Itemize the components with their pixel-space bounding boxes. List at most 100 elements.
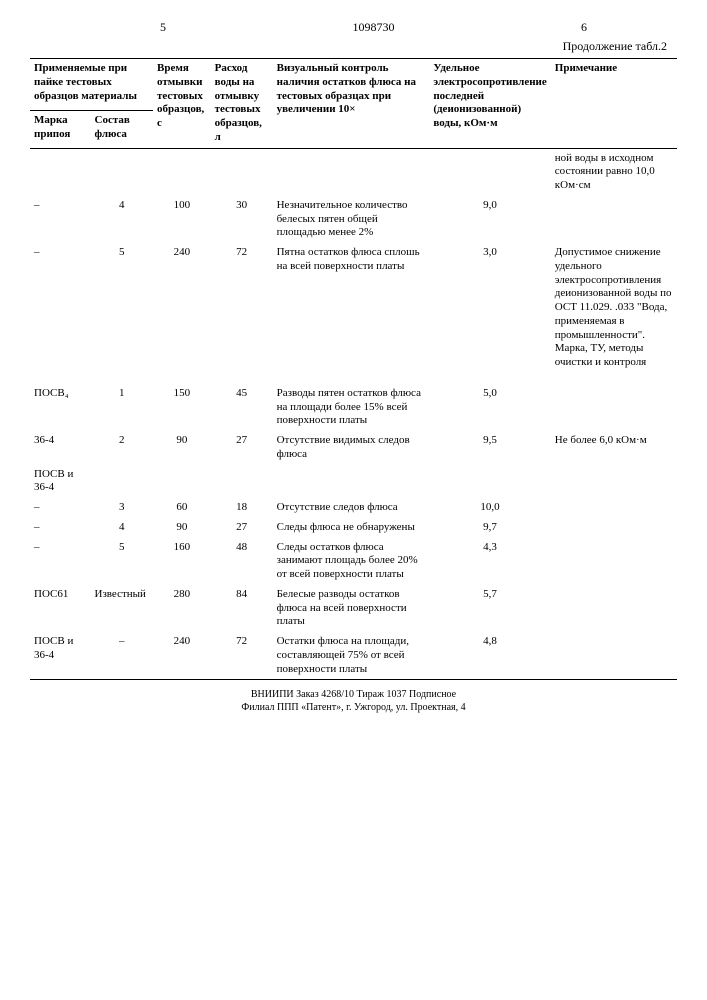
column-header-udelnoe: Удельное электросопротивление последней … <box>429 59 550 149</box>
table-row: ПОС61 Известный 280 84 Белесые разводы о… <box>30 585 677 632</box>
cell-sostav <box>91 465 154 499</box>
cell-udel: 10,0 <box>429 498 550 518</box>
cell-rashod: 48 <box>211 538 273 585</box>
table-continuation-label: Продолжение табл.2 <box>30 39 667 54</box>
cell-udel: 5,0 <box>429 373 550 431</box>
cell-udel: 4,3 <box>429 538 550 585</box>
cell-rashod <box>211 465 273 499</box>
table-row: ной воды в исходном состоянии равно 10,0… <box>30 148 677 196</box>
table-row: ПОСВ и 36-4 – 240 72 Остатки флюса на пл… <box>30 632 677 680</box>
cell-prim: ной воды в исходном состоянии равно 10,0… <box>551 148 677 196</box>
column-header-materials: Применяемые при пайке тестовых образцов … <box>30 59 153 111</box>
cell-prim <box>551 498 677 518</box>
column-header-vizual: Визуальный контроль наличия остатков флю… <box>273 59 430 149</box>
table-row: – 3 60 18 Отсутствие следов флюса 10,0 <box>30 498 677 518</box>
column-header-sostav: Состав флюса <box>91 111 154 148</box>
table-body: ной воды в исходном состоянии равно 10,0… <box>30 148 677 680</box>
cell-vremya: 280 <box>153 585 211 632</box>
cell-vremya <box>153 148 211 196</box>
cell-rashod: 30 <box>211 196 273 243</box>
cell-vremya: 150 <box>153 373 211 431</box>
cell-vizual: Следы флюса не обнаружены <box>273 518 430 538</box>
cell-prim <box>551 465 677 499</box>
cell-marka: – <box>30 243 91 373</box>
column-header-marka: Марка припоя <box>30 111 91 148</box>
cell-vizual: Белесые разводы остатков флюса на всей п… <box>273 585 430 632</box>
cell-prim <box>551 585 677 632</box>
cell-marka: ПОСВ и 36-4 <box>30 465 91 499</box>
footer-line1: ВНИИПИ Заказ 4268/10 Тираж 1037 Подписно… <box>30 688 677 701</box>
cell-vizual: Отсутствие видимых следов флюса <box>273 431 430 465</box>
page-number-left: 5 <box>160 20 166 35</box>
table-row: – 4 90 27 Следы флюса не обнаружены 9,7 <box>30 518 677 538</box>
column-header-rashod: Расход воды на отмывку тестовых образцов… <box>211 59 273 149</box>
footer: ВНИИПИ Заказ 4268/10 Тираж 1037 Подписно… <box>30 688 677 714</box>
cell-sostav: 4 <box>91 196 154 243</box>
table-row: ПОСВ₄ 1 150 45 Разводы пятен остатков фл… <box>30 373 677 431</box>
cell-sostav: 2 <box>91 431 154 465</box>
cell-udel: 3,0 <box>429 243 550 373</box>
cell-sostav: 5 <box>91 538 154 585</box>
cell-prim <box>551 538 677 585</box>
cell-vizual: Пятна остатков флюса сплошь на всей пове… <box>273 243 430 373</box>
cell-vremya: 60 <box>153 498 211 518</box>
cell-sostav <box>91 148 154 196</box>
cell-vremya: 100 <box>153 196 211 243</box>
table-row: – 5 160 48 Следы остатков флюса занимают… <box>30 538 677 585</box>
cell-sostav: 1 <box>91 373 154 431</box>
cell-prim <box>551 196 677 243</box>
cell-vremya: 90 <box>153 431 211 465</box>
cell-marka <box>30 148 91 196</box>
cell-udel: 9,7 <box>429 518 550 538</box>
cell-vizual: Незначительное количество белесых пятен … <box>273 196 430 243</box>
cell-vizual <box>273 465 430 499</box>
column-header-prim: Примечание <box>551 59 677 149</box>
cell-sostav: 4 <box>91 518 154 538</box>
cell-vizual <box>273 148 430 196</box>
cell-vizual: Остатки флюса на площади, составляющей 7… <box>273 632 430 680</box>
table-row: – 4 100 30 Незначительное количество бел… <box>30 196 677 243</box>
page-number-right: 6 <box>581 20 587 35</box>
cell-vremya: 240 <box>153 243 211 373</box>
table-row: ПОСВ и 36-4 <box>30 465 677 499</box>
cell-rashod: 27 <box>211 518 273 538</box>
cell-marka: – <box>30 538 91 585</box>
cell-rashod: 84 <box>211 585 273 632</box>
cell-vizual: Разводы пятен остатков флюса на площади … <box>273 373 430 431</box>
cell-udel <box>429 465 550 499</box>
cell-rashod: 72 <box>211 632 273 680</box>
cell-prim: Допустимое снижение удельного электросоп… <box>551 243 677 373</box>
cell-prim <box>551 632 677 680</box>
cell-rashod: 18 <box>211 498 273 518</box>
cell-rashod: 27 <box>211 431 273 465</box>
cell-marka: – <box>30 196 91 243</box>
cell-sostav: – <box>91 632 154 680</box>
table-row: – 5 240 72 Пятна остатков флюса сплошь н… <box>30 243 677 373</box>
cell-vizual: Отсутствие следов флюса <box>273 498 430 518</box>
cell-rashod <box>211 148 273 196</box>
footer-line2: Филиал ППП «Патент», г. Ужгород, ул. Про… <box>30 701 677 714</box>
cell-udel: 9,0 <box>429 196 550 243</box>
cell-vizual: Следы остатков флюса занимают площадь бо… <box>273 538 430 585</box>
cell-udel: 9,5 <box>429 431 550 465</box>
cell-rashod: 45 <box>211 373 273 431</box>
cell-marka: 36-4 <box>30 431 91 465</box>
cell-udel <box>429 148 550 196</box>
cell-udel: 5,7 <box>429 585 550 632</box>
cell-sostav: 5 <box>91 243 154 373</box>
cell-prim: Не более 6,0 кОм·м <box>551 431 677 465</box>
cell-rashod: 72 <box>211 243 273 373</box>
cell-marka: ПОСВ и 36-4 <box>30 632 91 680</box>
cell-vremya <box>153 465 211 499</box>
cell-prim <box>551 518 677 538</box>
column-header-vremya: Время отмывки тестовых образцов, с <box>153 59 211 149</box>
data-table: Применяемые при пайке тестовых образцов … <box>30 58 677 680</box>
cell-udel: 4,8 <box>429 632 550 680</box>
document-number: 1098730 <box>353 20 395 35</box>
cell-sostav: Известный <box>91 585 154 632</box>
cell-marka: ПОС61 <box>30 585 91 632</box>
cell-vremya: 160 <box>153 538 211 585</box>
cell-sostav: 3 <box>91 498 154 518</box>
cell-vremya: 90 <box>153 518 211 538</box>
table-row: 36-4 2 90 27 Отсутствие видимых следов ф… <box>30 431 677 465</box>
